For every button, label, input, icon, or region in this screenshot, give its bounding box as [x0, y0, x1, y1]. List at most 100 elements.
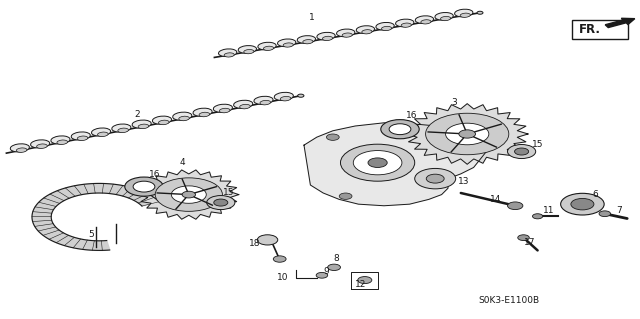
Circle shape [426, 174, 444, 183]
Ellipse shape [213, 104, 232, 112]
Ellipse shape [415, 16, 433, 24]
Circle shape [445, 123, 489, 145]
Ellipse shape [224, 53, 234, 57]
Ellipse shape [440, 17, 451, 21]
Polygon shape [139, 170, 239, 219]
Ellipse shape [356, 26, 374, 33]
Text: 17: 17 [524, 238, 536, 247]
Circle shape [182, 191, 196, 198]
Circle shape [273, 256, 286, 262]
Text: 16: 16 [406, 111, 417, 120]
Circle shape [532, 214, 543, 219]
Circle shape [326, 134, 339, 140]
Circle shape [435, 121, 448, 128]
Text: 3: 3 [452, 98, 457, 107]
Ellipse shape [132, 120, 151, 128]
Ellipse shape [220, 108, 230, 113]
Circle shape [155, 178, 223, 211]
Text: S0K3-E1100B: S0K3-E1100B [479, 296, 540, 305]
Ellipse shape [460, 13, 470, 17]
Ellipse shape [152, 116, 172, 124]
Text: 18: 18 [249, 239, 260, 248]
Ellipse shape [254, 96, 273, 104]
Ellipse shape [342, 33, 352, 37]
Ellipse shape [138, 124, 148, 129]
Text: 6: 6 [593, 190, 598, 199]
Circle shape [328, 264, 340, 271]
Ellipse shape [77, 136, 88, 140]
Circle shape [172, 186, 206, 203]
Text: 15: 15 [223, 188, 235, 197]
Ellipse shape [317, 32, 335, 40]
Circle shape [571, 198, 594, 210]
Ellipse shape [71, 132, 90, 140]
Ellipse shape [36, 144, 47, 148]
Ellipse shape [303, 40, 313, 44]
Ellipse shape [274, 92, 293, 100]
Circle shape [561, 193, 604, 215]
Ellipse shape [112, 124, 131, 132]
Text: 5: 5 [89, 230, 94, 239]
Text: 1: 1 [310, 13, 315, 22]
Ellipse shape [239, 104, 250, 109]
Circle shape [515, 148, 529, 155]
Circle shape [508, 202, 523, 210]
Ellipse shape [234, 100, 253, 108]
Circle shape [340, 144, 415, 181]
Circle shape [358, 277, 372, 284]
Circle shape [339, 193, 352, 199]
Ellipse shape [118, 128, 129, 133]
Ellipse shape [435, 12, 453, 20]
Ellipse shape [97, 132, 108, 137]
Circle shape [415, 168, 456, 189]
Ellipse shape [421, 20, 431, 24]
Circle shape [214, 199, 228, 206]
Ellipse shape [264, 46, 273, 50]
Text: 11: 11 [543, 206, 555, 215]
Circle shape [368, 158, 387, 167]
Ellipse shape [278, 39, 296, 47]
Circle shape [125, 177, 163, 196]
Circle shape [298, 94, 304, 97]
Polygon shape [32, 183, 159, 250]
Ellipse shape [258, 42, 276, 50]
Polygon shape [406, 104, 528, 164]
Ellipse shape [193, 108, 212, 116]
Ellipse shape [238, 46, 257, 53]
Text: 16: 16 [149, 170, 161, 179]
Ellipse shape [376, 22, 394, 30]
Text: 12: 12 [355, 280, 366, 289]
Text: 7: 7 [616, 206, 621, 215]
Circle shape [353, 151, 402, 175]
Ellipse shape [92, 128, 111, 136]
Text: 15: 15 [532, 140, 543, 149]
Circle shape [389, 124, 411, 135]
Text: 13: 13 [458, 177, 470, 186]
Ellipse shape [323, 36, 333, 41]
Ellipse shape [244, 49, 254, 54]
Text: 10: 10 [277, 273, 289, 282]
Circle shape [459, 130, 476, 138]
Circle shape [508, 145, 536, 159]
Ellipse shape [337, 29, 355, 37]
Circle shape [316, 272, 328, 278]
Ellipse shape [381, 26, 392, 31]
Ellipse shape [396, 19, 414, 27]
Text: FR.: FR. [579, 24, 600, 36]
Ellipse shape [283, 43, 293, 47]
Ellipse shape [16, 148, 27, 152]
Circle shape [518, 235, 529, 241]
Text: 14: 14 [490, 195, 502, 204]
Circle shape [133, 181, 155, 192]
Ellipse shape [31, 140, 50, 148]
Text: 2: 2 [135, 110, 140, 119]
Circle shape [207, 196, 235, 210]
Circle shape [599, 211, 611, 217]
Polygon shape [304, 123, 486, 206]
Ellipse shape [218, 49, 237, 56]
Ellipse shape [454, 9, 473, 17]
Text: 4: 4 [180, 158, 185, 167]
Ellipse shape [179, 116, 189, 121]
Circle shape [257, 235, 278, 245]
Text: 9: 9 [324, 267, 329, 276]
